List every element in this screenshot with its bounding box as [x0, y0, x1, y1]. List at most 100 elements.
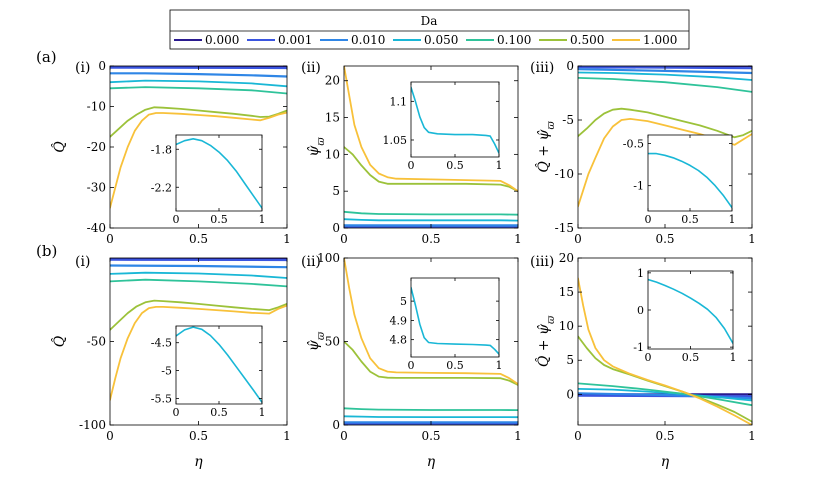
series-line-0.500	[344, 340, 518, 386]
series-line-0.100	[110, 86, 287, 95]
series-line-0.500	[110, 299, 287, 331]
legend-label-0.010: 0.010	[351, 33, 385, 47]
x-tick-label: 1	[283, 429, 291, 443]
y-tick-label: 20	[559, 251, 574, 265]
panel-b-ii: 0 0.5 1 0 50 100 ψ̂ϖ η 0 0.5 1 4.8 4.9 5	[306, 251, 522, 470]
x-axis-label: η	[661, 454, 670, 470]
series-group	[411, 86, 499, 154]
x-tick-label: 1	[729, 213, 736, 226]
y-tick-label: -15	[555, 221, 574, 235]
x-tick-label: 0.5	[421, 232, 440, 246]
y-tick-label: -5.5	[151, 392, 172, 405]
legend-label-1.000: 1.000	[643, 33, 677, 47]
series-line-0.100	[110, 278, 287, 288]
panel-label-b-i: (i)	[75, 254, 90, 270]
inset-bg	[176, 135, 262, 211]
y-tick-label: -10	[555, 167, 574, 181]
series-line-1.000	[578, 277, 752, 425]
y-tick-label: -1.8	[151, 143, 172, 156]
y-tick-label: 50	[325, 335, 340, 349]
inset-b-ii: 0 0.5 1 4.8 4.9 5	[390, 277, 503, 372]
y-tick-label: -1	[633, 180, 644, 193]
legend-box	[169, 9, 690, 50]
x-tick-label: 0.5	[210, 213, 228, 226]
y-tick-label: 0	[98, 59, 106, 73]
x-tick-label: 0.5	[421, 429, 440, 443]
x-tick-label: 1	[748, 429, 756, 443]
inset-bg	[648, 271, 733, 349]
x-tick-label: 1	[496, 359, 503, 372]
legend-entries: 0.000 0.001 0.010 0.050 0.100 0.500 1.000	[174, 33, 677, 47]
x-tick-label: 1	[730, 351, 737, 364]
x-tick-label: 0.5	[210, 406, 228, 419]
x-tick-label: 0	[645, 213, 652, 226]
inset-b-iii: 0 0.5 1-101	[633, 267, 736, 364]
x-tick-label: 0.5	[655, 232, 674, 246]
panel-label-a-i: (i)	[75, 60, 90, 76]
y-tick-label: 4.9	[390, 314, 408, 327]
series-line-0.050	[344, 218, 518, 222]
x-tick-label: 0	[106, 232, 114, 246]
series-line-0.050	[176, 138, 262, 209]
y-tick-label: 10	[325, 147, 340, 161]
y-tick-label: 0	[566, 59, 574, 73]
y-axis-label: Q̂ + ψ̂ϖ	[534, 121, 556, 173]
series-line-0.100	[344, 210, 518, 216]
x-tick-label: 1	[259, 213, 266, 226]
legend: Da 0.000 0.001 0.010 0.050 0.100 0.500 1.000	[169, 9, 690, 50]
series-line-0.050	[578, 387, 752, 402]
series-line-0.100	[344, 407, 518, 412]
series-line-0.050	[648, 152, 732, 209]
inset-bg	[411, 82, 499, 157]
series-line-0.100	[578, 382, 752, 407]
x-tick-label: 0.5	[189, 429, 208, 443]
y-tick-label: -100	[79, 418, 106, 432]
x-tick-label: 0	[340, 429, 348, 443]
x-tick-label: 0	[106, 429, 114, 443]
x-tick-label: 0	[645, 351, 652, 364]
series-group	[110, 258, 287, 401]
panel-label-a-iii: (iii)	[530, 60, 554, 76]
panel-label-b-iii: (iii)	[530, 254, 554, 270]
x-tick-label: 0.5	[655, 429, 674, 443]
y-tick-label: -10	[87, 100, 106, 114]
series-line-0.050	[411, 86, 499, 154]
series-line-0.500	[344, 146, 518, 193]
x-tick-label: 0.5	[446, 359, 464, 372]
legend-label-0.001: 0.001	[278, 33, 312, 47]
series-line-0.050	[344, 415, 518, 419]
series-line-0.500	[110, 106, 287, 138]
series-line-0.050	[110, 79, 287, 88]
series-line-0.500	[578, 107, 752, 139]
y-tick-label: -30	[87, 181, 106, 195]
y-tick-label: 1.1	[390, 95, 408, 108]
series-line-0.050	[411, 286, 499, 355]
inset-bg	[648, 135, 732, 211]
x-tick-label: 0	[574, 232, 582, 246]
x-tick-label: 0	[574, 429, 582, 443]
series-line-0.050	[110, 271, 287, 279]
panel-label-b-ii: (ii)	[301, 254, 321, 270]
series-line-0.010	[110, 264, 287, 269]
x-tick-label: 1	[514, 429, 522, 443]
panel-b-i: 0 0.5 1 -100 -50 Q̂ η 0 0.5 1 -5.5 -5 -4.5	[50, 257, 291, 470]
x-tick-label: 0.5	[189, 232, 208, 246]
inset-bg	[176, 326, 262, 404]
series-line-1.000	[344, 66, 518, 193]
series-line-1.000	[110, 111, 287, 209]
x-tick-label: 0	[408, 359, 415, 372]
panel-label-a-ii: (ii)	[301, 60, 321, 76]
inset-a-ii: 0 0.5 1 1.05 1.1	[383, 81, 503, 172]
y-tick-label: -50	[87, 335, 106, 349]
series-line-1.000	[110, 304, 287, 401]
legend-label-0.100: 0.100	[497, 33, 531, 47]
inset-a-i: 0 0.5 1 -2.2 -1.8	[151, 134, 266, 226]
x-axis-label: η	[194, 454, 203, 470]
y-tick-label: 10	[559, 319, 574, 333]
y-tick-label: -5	[161, 365, 172, 378]
y-tick-label: 5	[400, 295, 407, 308]
